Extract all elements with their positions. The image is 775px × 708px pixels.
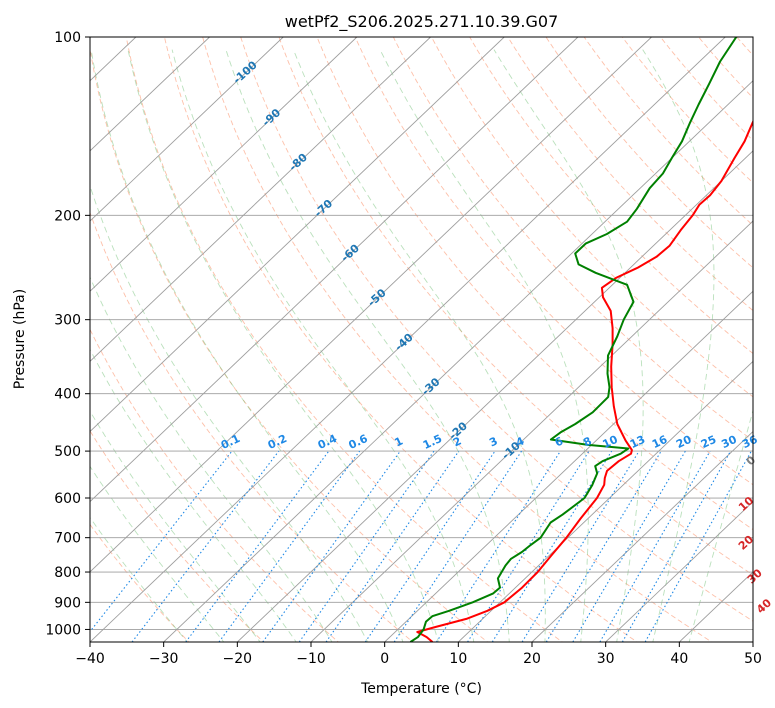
x-axis-label: Temperature (°C) [360,681,482,697]
x-tick-label: 20 [523,651,541,667]
dry-adiabat [90,211,414,642]
y-tick-label: 400 [54,387,81,403]
axes: −40 −30 −20 −10 0 10 20 30 40 50 100 200 300 400 500 60… [45,30,762,667]
dry-adiabat [316,37,753,531]
isotherm [90,37,358,292]
mixing-ratio-label: 30 [719,433,739,451]
isotherm [90,37,726,642]
x-tick-label: −40 [75,651,105,667]
mixing-ratio-label: 10 [601,433,621,451]
isotherm [531,430,753,642]
mixing-ratio-label: 36 [740,433,760,451]
mixing-ratio-line [131,450,280,642]
moist-adiabat [90,184,369,642]
y-axis-label: Pressure (hPa) [12,289,28,389]
isotherm [90,37,284,222]
mixing-ratio-label: 13 [628,433,647,451]
x-tick-label: −10 [296,651,326,667]
dry-adiabat [430,37,753,398]
y-tick-label: 1000 [45,622,81,638]
mixing-ratio-line [545,450,662,642]
mixing-ratio-line [521,450,640,642]
mixing-ratio-label: 20 [674,433,694,451]
dry-adiabat [507,37,753,312]
dry-adiabat [125,37,564,642]
dry-adiabat [163,37,638,642]
isotherm [310,220,753,642]
dry-adiabat [392,37,753,442]
mixing-ratio-line [644,450,752,642]
dry-adiabat [202,37,713,642]
mixing-ratio-line [599,450,711,642]
isotherm [90,37,210,152]
series-line-temperature [416,119,753,642]
y-tick-label: 600 [54,491,81,507]
dry-adiabat [278,37,753,576]
x-tick-label: 50 [744,651,762,667]
mixing-ratio-line [364,450,496,642]
y-tick-label: 100 [54,30,81,46]
dry-adiabat [90,523,190,642]
mixing-ratio-line [262,450,401,642]
y-tick-label: 800 [54,565,81,581]
mixing-ratio-label: 16 [650,433,670,451]
series-line-dewpoint [409,37,738,642]
profile-lines [409,37,753,642]
y-tick-label: 500 [54,444,81,460]
isotherm [90,37,652,573]
plot-frame [89,36,754,643]
mixing-ratio-line [572,450,686,642]
mixing-ratio-line [621,450,732,642]
isotherm [90,37,505,433]
isotherm [237,150,753,642]
mixing-ratio-label: 25 [699,433,718,451]
mixing-ratio-line [325,450,460,642]
mixing-ratio-line [491,450,613,642]
isotherm [163,80,753,642]
x-tick-label: 40 [670,651,688,667]
isotherm [90,37,431,362]
background-lines [90,37,753,642]
y-tick-label: 200 [54,208,81,224]
dry-adiabat [354,37,753,486]
mixing-ratio-line [298,450,435,642]
chart-title: wetPf2_S206.2025.271.10.39.G07 [285,12,559,32]
x-tick-label: 30 [597,651,615,667]
y-tick-label: 900 [54,595,81,611]
dry-adiabat [90,46,489,642]
isotherm [384,290,753,642]
dry-adiabat [545,37,753,269]
x-tick-label: 0 [380,651,389,667]
mixing-ratio-line [90,450,233,633]
y-tick-label: 300 [54,313,81,329]
isotherm [605,501,753,642]
dry-adiabat [240,37,753,622]
x-tick-label: −30 [149,651,179,667]
dry-adiabat [90,328,339,642]
isotherm [90,37,579,503]
y-tick-label: 700 [54,531,81,547]
dry-adiabat [621,37,753,184]
x-tick-label: −20 [223,651,253,667]
x-tick-label: 10 [449,651,467,667]
